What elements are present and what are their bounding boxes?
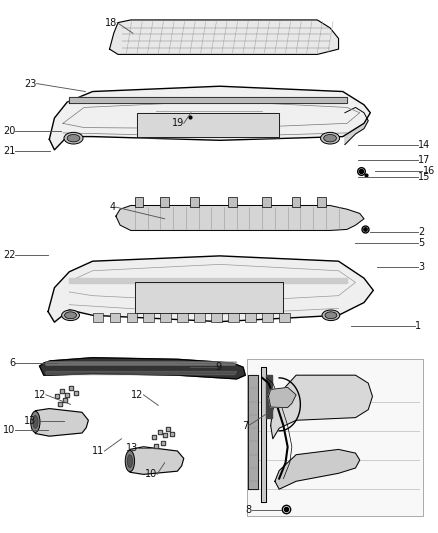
Text: 17: 17 [418,156,431,165]
Text: 21: 21 [3,146,15,156]
Polygon shape [46,372,237,375]
Text: 19: 19 [172,118,184,128]
Ellipse shape [324,134,336,142]
Ellipse shape [325,312,337,319]
Polygon shape [110,20,339,54]
Polygon shape [160,313,171,322]
Polygon shape [345,108,368,144]
Bar [318,197,326,207]
Bar [190,197,198,207]
Text: 6: 6 [9,358,15,368]
Text: 10: 10 [3,425,15,435]
Text: 10: 10 [145,470,157,479]
Polygon shape [261,367,265,503]
Text: 8: 8 [245,505,251,515]
Polygon shape [129,447,184,474]
Text: 12: 12 [34,390,46,400]
Ellipse shape [321,132,339,144]
Polygon shape [116,206,364,230]
Polygon shape [245,313,256,322]
Polygon shape [48,256,373,322]
Bar [262,197,271,207]
Bar [135,197,144,207]
Text: 12: 12 [131,390,144,400]
Text: 1: 1 [415,321,421,331]
Text: 16: 16 [423,166,435,176]
Text: 2: 2 [418,227,424,237]
Text: 23: 23 [24,78,37,88]
Polygon shape [69,278,347,284]
Bar [228,197,237,207]
Polygon shape [39,358,245,379]
Ellipse shape [33,416,38,428]
Polygon shape [137,113,279,136]
Polygon shape [194,313,205,322]
Polygon shape [211,313,222,322]
Ellipse shape [322,310,340,320]
Polygon shape [110,313,120,322]
Text: 20: 20 [3,126,15,136]
Ellipse shape [125,450,134,472]
Ellipse shape [127,455,132,467]
Text: 7: 7 [242,421,249,431]
Polygon shape [279,313,290,322]
Text: 9: 9 [215,362,222,372]
Polygon shape [266,375,272,418]
Text: 13: 13 [126,443,138,453]
Polygon shape [177,313,188,322]
Ellipse shape [31,411,40,432]
Text: 18: 18 [105,18,117,28]
Bar [292,197,300,207]
Text: 4: 4 [110,202,116,212]
Polygon shape [144,313,154,322]
Text: 15: 15 [418,172,431,182]
Polygon shape [49,86,371,150]
Bar [160,197,169,207]
Text: 14: 14 [418,140,431,150]
Polygon shape [35,409,88,436]
Text: 11: 11 [92,446,104,456]
Polygon shape [69,97,347,103]
Polygon shape [46,362,237,365]
Text: 3: 3 [418,262,424,271]
Text: 5: 5 [418,238,424,248]
Text: 22: 22 [3,250,15,260]
Polygon shape [275,449,360,489]
Text: 13: 13 [25,416,37,426]
Polygon shape [248,375,258,489]
Ellipse shape [64,132,83,144]
Ellipse shape [64,312,77,319]
Polygon shape [92,313,103,322]
Ellipse shape [67,134,80,142]
Polygon shape [127,313,137,322]
Bar [247,359,424,516]
Polygon shape [228,313,239,322]
Ellipse shape [62,310,79,320]
Polygon shape [271,375,372,439]
Polygon shape [135,282,283,313]
Polygon shape [262,313,273,322]
Polygon shape [268,387,296,408]
